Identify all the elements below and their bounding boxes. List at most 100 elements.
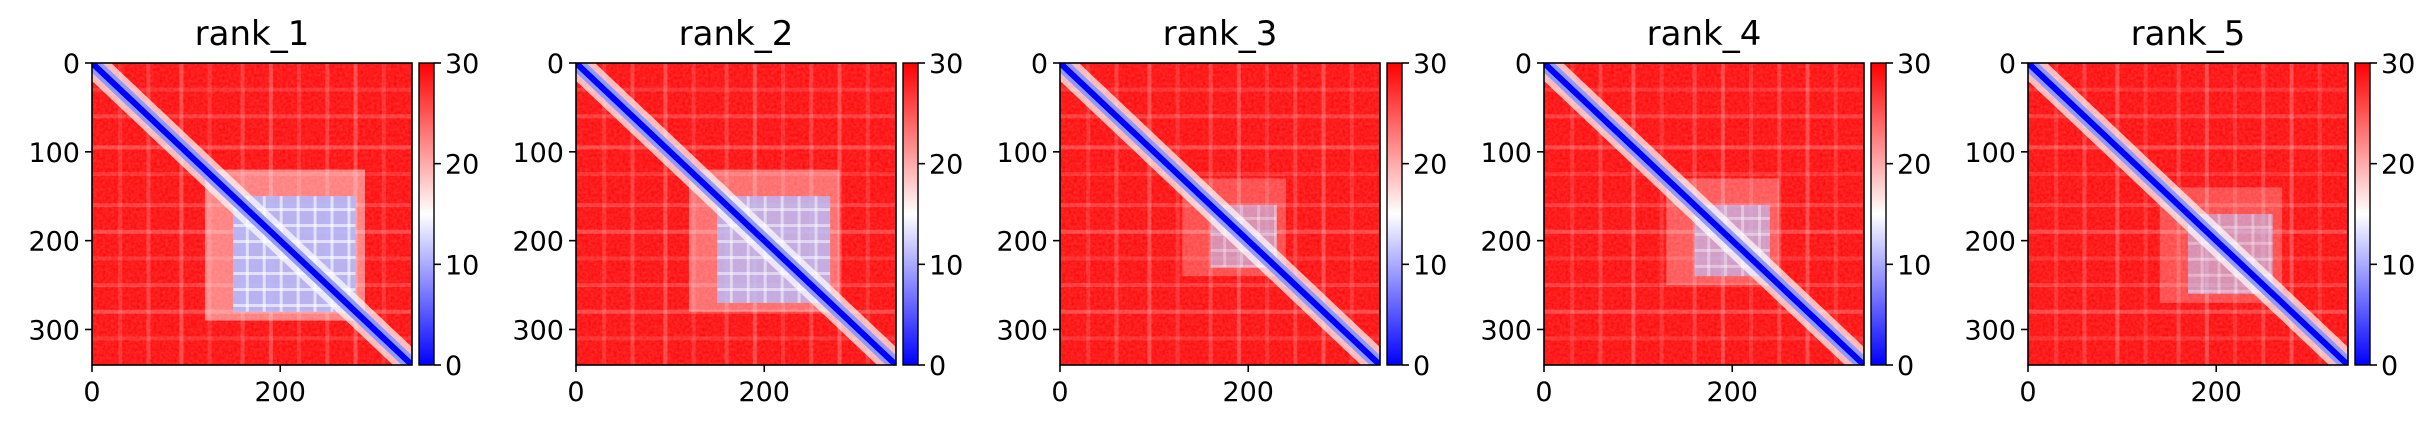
heatmap-block-line <box>1758 205 1762 277</box>
x-tick-label: 0 <box>83 377 100 408</box>
heatmap-row-stripe <box>2028 283 2348 288</box>
heatmap-row-stripe <box>1544 145 1864 150</box>
heatmap-row-stripe <box>1544 114 1864 119</box>
heatmap-row-stripe <box>2028 114 2348 119</box>
heatmap-row-stripe <box>92 87 412 92</box>
heatmap-row-stripe <box>1544 336 1864 341</box>
heatmap-row-stripe <box>1544 283 1864 288</box>
heatmap-col-stripe <box>1777 63 1782 365</box>
heatmap-block-line <box>1694 264 1770 268</box>
diagonal-core <box>1060 63 1380 365</box>
colorbar-tick-label: 0 <box>2381 351 2398 382</box>
heatmap-row-stripe <box>576 145 896 150</box>
heatmap-block-line <box>233 303 356 307</box>
heatmap-col-stripe <box>118 63 123 365</box>
colorbar-tick-label: 20 <box>1897 150 1931 181</box>
x-tick-label: 200 <box>2190 377 2242 408</box>
heatmap-col-stripe <box>1598 63 1603 365</box>
x-tick-label: 0 <box>567 377 584 408</box>
heatmap-block-line <box>233 208 356 212</box>
y-tick-label: 100 <box>1964 138 2016 169</box>
axes-frame <box>2027 62 2349 366</box>
heatmap-col-stripe <box>865 63 870 365</box>
heatmap-col-stripe <box>2317 63 2322 365</box>
heatmap-block-line <box>1694 216 1770 220</box>
y-tick-label: 0 <box>1515 49 1532 80</box>
heatmap <box>92 63 412 365</box>
heatmap-row-stripe <box>1544 172 1864 177</box>
y-tick-label: 300 <box>996 315 1048 346</box>
panel-title: rank_2 <box>679 14 794 54</box>
heatmap-row-stripe <box>1060 283 1380 288</box>
colorbar <box>418 62 435 366</box>
y-tick-label: 0 <box>63 49 80 80</box>
heatmap-col-stripe <box>2143 63 2148 365</box>
diagonal-core <box>2028 63 2348 365</box>
colorbar-tick-label: 10 <box>929 250 963 281</box>
heatmap-col-stripe <box>1749 63 1754 365</box>
colorbar-tick-label: 0 <box>1413 351 1430 382</box>
heatmap-col-stripe <box>1659 63 1664 365</box>
heatmap <box>1544 63 1864 365</box>
colorbar-tick-label: 30 <box>1897 49 1931 80</box>
y-tick-label: 200 <box>1964 227 2016 258</box>
heatmap-row-stripe <box>2028 256 2348 261</box>
heatmap-row-stripe <box>576 87 896 92</box>
heatmap-block-line <box>233 224 356 228</box>
heatmap-block-line <box>2188 289 2273 293</box>
heatmap-col-stripe <box>602 63 607 365</box>
x-tick-label: 0 <box>1535 377 1552 408</box>
panel-title: rank_3 <box>1163 14 1278 54</box>
colorbar-tick-label: 30 <box>445 49 479 80</box>
colorbar <box>1870 62 1887 366</box>
heatmap-block-line <box>233 272 356 276</box>
y-tick-label: 0 <box>1999 49 2016 80</box>
heatmap-block-line <box>717 288 831 291</box>
heatmap-row-stripe <box>1544 256 1864 261</box>
heatmap-block-line <box>797 196 801 303</box>
heatmap-block-line <box>2200 214 2204 294</box>
heatmap-block-line <box>347 196 351 312</box>
heatmap-block-line <box>2188 273 2273 277</box>
heatmap-col-stripe <box>1114 63 1119 365</box>
heatmap-col-stripe <box>1833 63 1838 365</box>
colorbar <box>2354 62 2371 366</box>
heatmap-block-line <box>1274 205 1278 268</box>
heatmap-block-line <box>2188 225 2273 229</box>
y-tick-label: 200 <box>512 227 564 258</box>
colorbar-tick-label: 10 <box>1413 250 1447 281</box>
x-tick-label: 200 <box>1222 377 1274 408</box>
heatmap-col-stripe <box>1631 63 1636 365</box>
colorbar <box>1386 62 1403 366</box>
heatmap-row-stripe <box>1060 114 1380 119</box>
y-tick-label: 0 <box>547 49 564 80</box>
y-tick-label: 0 <box>1031 49 1048 80</box>
y-tick-label: 300 <box>1964 315 2016 346</box>
heatmap-row-stripe <box>1060 256 1380 261</box>
heatmap-col-stripe <box>1321 63 1326 365</box>
heatmap-col-stripe <box>179 63 184 365</box>
heatmap-block-line <box>814 196 818 303</box>
heatmap-block-line <box>746 196 750 303</box>
heatmap-block-line <box>262 196 266 312</box>
colorbar-tick-label: 10 <box>2381 250 2415 281</box>
heatmap <box>2028 63 2348 365</box>
heatmap-row-stripe <box>576 336 896 341</box>
colorbar-tick-label: 30 <box>929 49 963 80</box>
heatmap-col-stripe <box>1175 63 1180 365</box>
heatmap-row-stripe <box>2028 87 2348 92</box>
heatmap-block-line <box>233 288 356 291</box>
heatmap-block-line <box>245 196 249 312</box>
heatmap-col-stripe <box>2082 63 2087 365</box>
heatmap-block-line <box>1707 205 1711 277</box>
colorbar-tick-label: 0 <box>929 351 946 382</box>
colorbar-tick-label: 20 <box>1413 150 1447 181</box>
axes-frame <box>575 62 897 366</box>
heatmap <box>576 63 896 365</box>
y-tick-label: 100 <box>996 138 1048 169</box>
heatmap-col-stripe <box>837 63 842 365</box>
y-tick-label: 200 <box>28 227 80 258</box>
